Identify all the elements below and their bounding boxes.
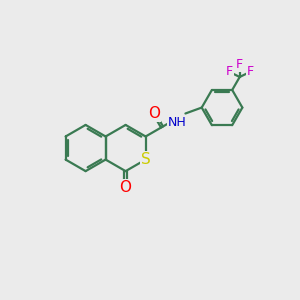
Text: F: F bbox=[236, 58, 243, 71]
Text: O: O bbox=[120, 180, 132, 195]
Text: O: O bbox=[148, 106, 160, 121]
Text: F: F bbox=[247, 65, 254, 78]
Text: NH: NH bbox=[168, 116, 187, 129]
Text: F: F bbox=[226, 65, 233, 78]
Text: S: S bbox=[141, 152, 151, 167]
